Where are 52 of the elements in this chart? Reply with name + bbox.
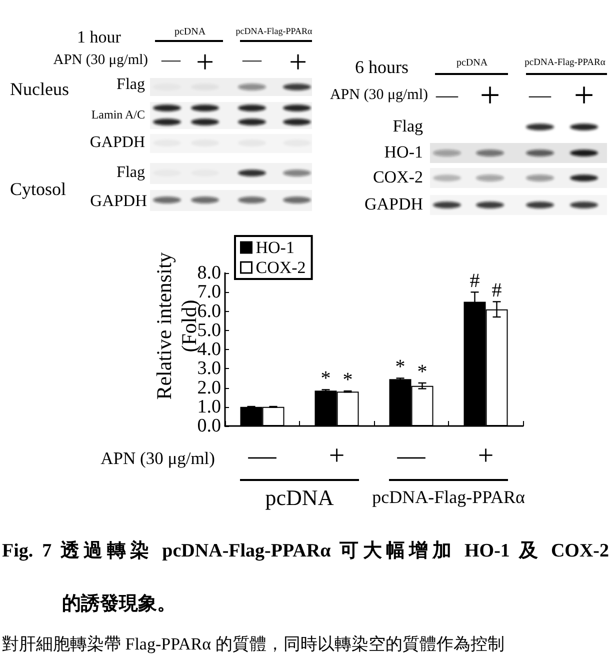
- data-label: *: [395, 356, 406, 378]
- y-tick-label: 1.0: [197, 396, 221, 418]
- text: 的誘發現象。: [62, 594, 176, 616]
- text: APN (30 μg/ml): [53, 52, 148, 69]
- data-label: #: [492, 280, 502, 302]
- text: —: [242, 50, 262, 72]
- data-label: *: [342, 369, 353, 391]
- text: pcDNA-Flag-PPARα: [236, 26, 312, 37]
- data-label: *: [320, 368, 331, 390]
- text: —: [436, 82, 458, 108]
- y-tick-label: 0.0: [197, 416, 221, 436]
- text: 6 hours: [355, 57, 408, 78]
- text: GAPDH: [90, 190, 147, 210]
- text: Nucleus: [10, 79, 69, 100]
- text: HO-1: [384, 142, 423, 162]
- y-tick-label: 8.0: [197, 262, 221, 284]
- text: —: [162, 50, 180, 72]
- y-tick-label: 7.0: [197, 282, 221, 303]
- text: +: [574, 75, 594, 116]
- text: COX-2: [372, 168, 423, 188]
- text: pcDNA-Flag-PPARα: [372, 487, 525, 508]
- x-tick-label: +: [328, 440, 345, 472]
- x-tick-label: —: [247, 440, 278, 472]
- legend-label: HO-1: [256, 238, 294, 257]
- text: +: [288, 43, 308, 80]
- text: GAPDH: [90, 134, 145, 152]
- text: 1 hour: [77, 28, 121, 48]
- text: pcDNA: [265, 484, 334, 510]
- text: APN (30 μg/ml): [330, 86, 428, 104]
- text: pcDNA: [174, 26, 206, 38]
- text: GAPDH: [364, 194, 423, 214]
- text: 對肝細胞轉染帶 Flag-PPARα 的質體，同時以轉染空的質體作為控制: [2, 634, 504, 654]
- text: +: [480, 75, 500, 116]
- y-tick-label: 3.0: [197, 358, 221, 380]
- y-tick-label: 5.0: [197, 320, 221, 341]
- x-tick-label: +: [478, 440, 494, 472]
- x-tick-label: —: [396, 440, 426, 472]
- legend-label: COX-2: [256, 258, 306, 277]
- text: Lamin A/C: [91, 107, 145, 122]
- data-label: *: [417, 360, 428, 383]
- text: pcDNA-Flag-PPARα: [524, 58, 606, 68]
- text: pcDNA: [456, 58, 488, 68]
- text: Cytosol: [10, 179, 66, 200]
- data-label: #: [470, 270, 480, 292]
- y-tick-label: 6.0: [197, 300, 221, 322]
- text: —: [529, 82, 551, 108]
- text: Flag: [116, 164, 145, 182]
- text: +: [196, 43, 214, 80]
- text: Flag: [392, 116, 423, 136]
- caption: Fig. 7 透過轉染 pcDNA-Flag-PPARα 可大幅增加 HO-1 及 COX-2: [2, 540, 609, 562]
- x-axis-title: APN (30 μg/ml): [100, 448, 216, 468]
- text: Flag: [116, 76, 145, 94]
